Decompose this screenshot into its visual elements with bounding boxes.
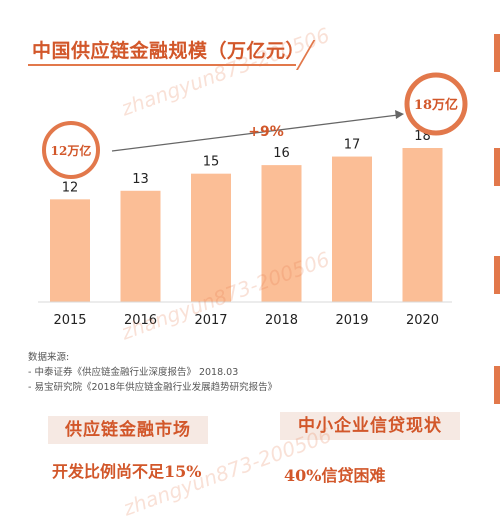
bar-2020 xyxy=(402,148,443,302)
title-underline xyxy=(28,64,296,66)
page-title: 中国供应链金融规模（万亿元） xyxy=(32,40,306,62)
start-bubble xyxy=(42,121,100,179)
source-line: - 中泰证券《供应链金融行业深度报告》 2018.03 xyxy=(28,367,239,378)
data-label-2019: 17 xyxy=(344,138,361,153)
growth-arrow xyxy=(111,114,399,152)
data-label-2018: 16 xyxy=(273,146,290,161)
rail-tick xyxy=(494,148,500,186)
x-tick-2018: 2018 xyxy=(265,313,298,328)
rail-tick xyxy=(494,34,500,72)
x-tick-2016: 2016 xyxy=(124,313,157,328)
growth-label: +9% xyxy=(248,124,284,140)
card-sme-credit: 中小企业信贷现状 xyxy=(280,412,460,440)
bar-2016 xyxy=(120,190,161,302)
bar-2017 xyxy=(191,173,231,302)
data-label-2016: 13 xyxy=(132,172,149,187)
right-rail xyxy=(494,0,500,514)
rail-tick xyxy=(494,366,500,404)
end-bubble xyxy=(404,72,468,136)
source-line: - 易宝研究院《2018年供应链金融行业发展趋势研究报告》 xyxy=(28,382,278,393)
rail-tick xyxy=(494,256,500,294)
start-bubble-label: 12万亿 xyxy=(51,143,92,158)
data-label-2017: 15 xyxy=(203,155,220,170)
end-bubble-label: 18万亿 xyxy=(414,97,458,113)
x-tick-2015: 2015 xyxy=(53,313,86,328)
x-tick-2020: 2020 xyxy=(406,313,439,328)
x-tick-2019: 2019 xyxy=(335,313,368,328)
note-development-ratio: 开发比例尚不足15% xyxy=(52,462,202,481)
bar-2019 xyxy=(332,156,372,302)
bar-2018 xyxy=(261,165,302,302)
source-heading: 数据来源: xyxy=(28,352,70,363)
data-label-2015: 12 xyxy=(62,180,79,195)
x-tick-2017: 2017 xyxy=(194,313,227,328)
note-credit-difficulty: 40%信贷困难 xyxy=(284,466,386,485)
card-supply-chain-market: 供应链金融市场 xyxy=(48,416,208,444)
growth-arrow-head xyxy=(395,110,404,119)
bar-2015 xyxy=(50,199,90,302)
